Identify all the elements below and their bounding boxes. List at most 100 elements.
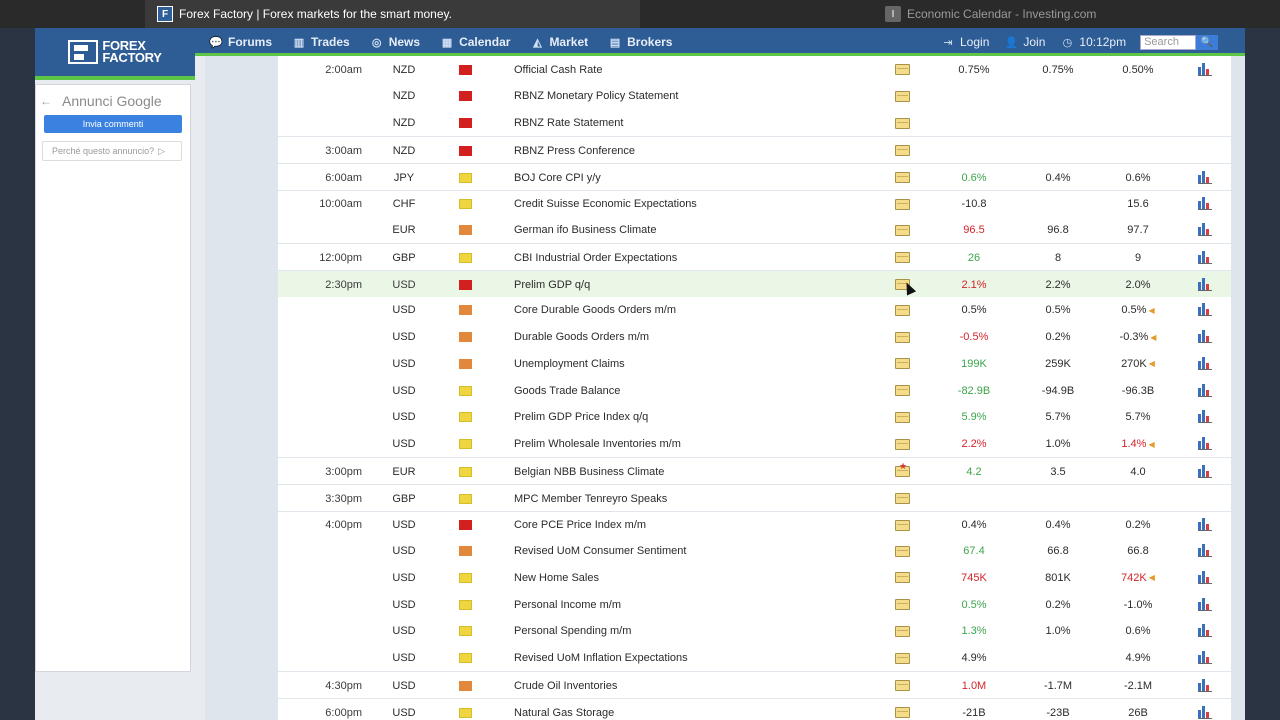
revised-icon[interactable]: ◀ <box>1148 439 1155 449</box>
calendar-row[interactable]: USD Durable Goods Orders m/m -0.5% 0.2% -0.3… <box>278 324 1231 351</box>
browser-tab-forexfactory[interactable]: F Forex Factory | Forex markets for the … <box>145 0 640 28</box>
detail-folder-icon[interactable] <box>895 645 913 672</box>
revised-icon[interactable]: ◀ <box>1148 573 1155 583</box>
calendar-row[interactable]: EUR German ifo Business Climate 96.5 96.8 97… <box>278 217 1231 244</box>
calendar-row[interactable]: USD Revised UoM Inflation Expectations 4.9… <box>278 645 1231 672</box>
graph-icon[interactable] <box>1198 164 1214 191</box>
graph-icon[interactable] <box>1198 244 1214 271</box>
impact-yellow-icon[interactable] <box>459 618 473 645</box>
revised-icon[interactable]: ◀ <box>1148 305 1155 315</box>
event-title[interactable]: Goods Trade Balance <box>514 384 621 397</box>
calendar-row[interactable]: 2:30pm USD Prelim GDP q/q 2.1% 2.2% 2.0% <box>278 270 1231 297</box>
event-title[interactable]: RBNZ Rate Statement <box>514 117 624 129</box>
detail-folder-icon[interactable] <box>895 297 913 324</box>
event-title[interactable]: RBNZ Press Conference <box>514 144 636 157</box>
event-title[interactable]: Credit Suisse Economic Expectations <box>514 198 697 211</box>
impact-orange-icon[interactable] <box>459 538 473 565</box>
impact-yellow-icon[interactable] <box>459 431 473 458</box>
calendar-row[interactable]: 6:00pm USD Natural Gas Storage -21B -23B 26B <box>278 698 1231 720</box>
event-title[interactable]: Core PCE Price Index m/m <box>514 519 647 532</box>
event-title[interactable]: Unemployment Claims <box>514 357 625 370</box>
detail-folder-icon[interactable] <box>895 458 913 485</box>
detail-folder-icon[interactable] <box>895 83 913 110</box>
graph-icon[interactable] <box>1198 512 1214 539</box>
nav-market[interactable]: ◭ Market <box>529 35 588 49</box>
graph-icon[interactable] <box>1198 699 1214 720</box>
calendar-row[interactable]: 12:00pm GBP CBI Industrial Order Expectati… <box>278 243 1231 270</box>
event-title[interactable]: Prelim GDP Price Index q/q <box>514 411 649 424</box>
impact-orange-icon[interactable] <box>459 350 473 377</box>
detail-folder-icon[interactable] <box>895 137 913 164</box>
join-link[interactable]: 👤 Join <box>1004 35 1046 49</box>
event-title[interactable]: Personal Spending m/m <box>514 625 632 638</box>
graph-icon[interactable] <box>1198 217 1214 244</box>
detail-folder-icon[interactable] <box>895 512 913 539</box>
graph-icon[interactable] <box>1198 538 1214 565</box>
detail-folder-icon[interactable] <box>895 324 913 351</box>
detail-folder-icon[interactable] <box>895 377 913 404</box>
impact-yellow-icon[interactable] <box>459 591 473 618</box>
browser-tab-investing[interactable]: I Economic Calendar - Investing.com <box>640 0 1280 28</box>
event-title[interactable]: Official Cash Rate <box>514 63 603 76</box>
calendar-row[interactable]: 4:00pm USD Core PCE Price Index m/m 0.4% 0.4… <box>278 510 1231 539</box>
calendar-row[interactable]: USD Unemployment Claims 199K 259K 270K ◀ <box>278 350 1231 377</box>
impact-orange-icon[interactable] <box>459 672 473 699</box>
revised-icon[interactable]: ◀ <box>1150 332 1157 342</box>
calendar-row[interactable]: USD Revised UoM Consumer Sentiment 67.4 66.… <box>278 538 1231 565</box>
calendar-row[interactable]: 4:30pm USD Crude Oil Inventories 1.0M -1.7M -… <box>278 671 1231 698</box>
impact-yellow-icon[interactable] <box>459 191 473 218</box>
revised-icon[interactable]: ◀ <box>1148 359 1155 369</box>
detail-folder-icon[interactable] <box>895 618 913 645</box>
detail-folder-icon[interactable] <box>895 431 913 458</box>
impact-red-icon[interactable] <box>459 271 473 298</box>
impact-yellow-icon[interactable] <box>459 645 473 672</box>
detail-folder-icon[interactable] <box>895 217 913 244</box>
graph-icon[interactable] <box>1198 297 1214 324</box>
event-title[interactable]: Natural Gas Storage <box>514 706 615 719</box>
calendar-row[interactable]: 3:30pm GBP MPC Member Tenreyro Speaks <box>278 484 1231 511</box>
impact-red-icon[interactable] <box>459 56 473 83</box>
calendar-row[interactable]: 10:00am CHF Credit Suisse Economic Expecta… <box>278 189 1231 218</box>
detail-folder-icon[interactable] <box>895 699 913 720</box>
detail-folder-icon[interactable] <box>895 244 913 271</box>
graph-icon[interactable] <box>1198 591 1214 618</box>
impact-yellow-icon[interactable] <box>459 377 473 404</box>
calendar-row[interactable]: NZD RBNZ Monetary Policy Statement <box>278 83 1231 110</box>
graph-icon[interactable] <box>1198 191 1214 218</box>
event-title[interactable]: BOJ Core CPI y/y <box>514 171 601 184</box>
detail-folder-icon[interactable] <box>895 485 913 512</box>
search-button[interactable]: 🔍 <box>1196 34 1219 50</box>
impact-red-icon[interactable] <box>459 83 473 110</box>
detail-folder-icon[interactable] <box>895 538 913 565</box>
event-title[interactable]: German ifo Business Climate <box>514 224 657 236</box>
graph-icon[interactable] <box>1198 404 1214 431</box>
event-title[interactable]: New Home Sales <box>514 571 599 584</box>
calendar-row[interactable]: USD New Home Sales 745K 801K 742K ◀ <box>278 564 1231 591</box>
back-arrow-icon[interactable]: ← <box>40 94 52 108</box>
impact-red-icon[interactable] <box>459 512 473 539</box>
event-title[interactable]: Revised UoM Consumer Sentiment <box>514 545 687 557</box>
calendar-row[interactable]: USD Personal Spending m/m 1.3% 1.0% 0.6% <box>278 618 1231 645</box>
detail-folder-icon[interactable] <box>895 271 913 298</box>
impact-yellow-icon[interactable] <box>459 485 473 512</box>
detail-folder-icon[interactable] <box>895 672 913 699</box>
event-title[interactable]: RBNZ Monetary Policy Statement <box>514 90 679 103</box>
event-title[interactable]: Durable Goods Orders m/m <box>514 331 650 343</box>
graph-icon[interactable] <box>1198 458 1214 485</box>
nav-news[interactable]: ◎ News <box>369 35 420 49</box>
impact-yellow-icon[interactable] <box>459 164 473 191</box>
event-title[interactable]: Crude Oil Inventories <box>514 679 618 692</box>
calendar-row[interactable]: 2:00am NZD Official Cash Rate 0.75% 0.75% 0.5… <box>278 56 1231 83</box>
calendar-row[interactable]: USD Prelim GDP Price Index q/q 5.9% 5.7% 5.7… <box>278 404 1231 431</box>
graph-icon[interactable] <box>1198 618 1214 645</box>
detail-folder-icon[interactable] <box>895 56 913 83</box>
event-title[interactable]: Core Durable Goods Orders m/m <box>514 304 676 317</box>
event-title[interactable]: Belgian NBB Business Climate <box>514 465 665 478</box>
graph-icon[interactable] <box>1198 324 1214 351</box>
graph-icon[interactable] <box>1198 271 1214 298</box>
site-logo[interactable]: FOREX FACTORY <box>35 28 195 80</box>
event-title[interactable]: Prelim GDP q/q <box>514 278 591 291</box>
detail-folder-icon[interactable] <box>895 191 913 218</box>
nav-brokers[interactable]: ▤ Brokers <box>607 35 673 49</box>
graph-icon[interactable] <box>1198 645 1214 672</box>
